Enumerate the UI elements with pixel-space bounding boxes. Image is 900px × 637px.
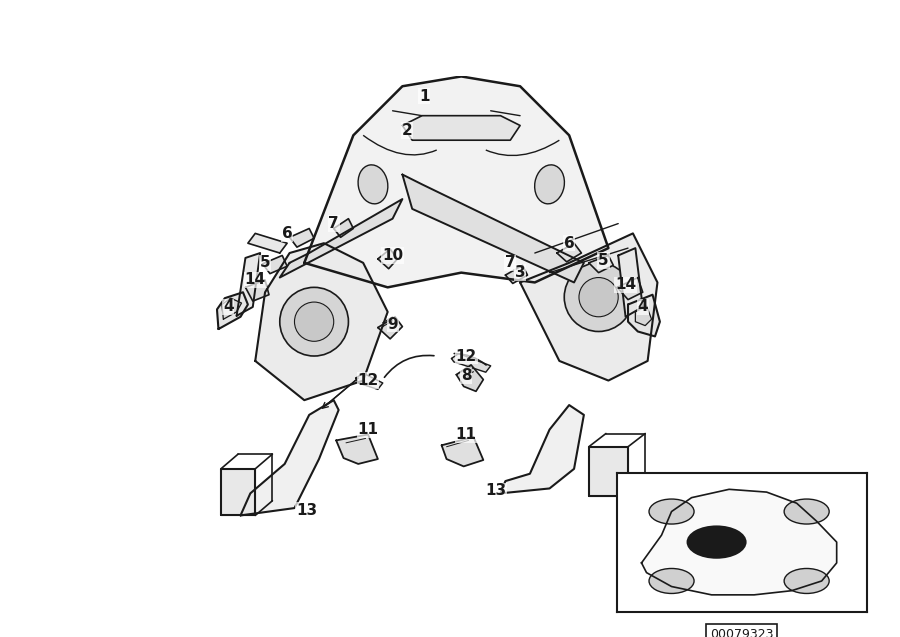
Ellipse shape xyxy=(535,165,564,204)
Polygon shape xyxy=(356,373,382,389)
Circle shape xyxy=(649,568,694,594)
Text: 10: 10 xyxy=(382,248,403,263)
Text: 12: 12 xyxy=(455,348,477,364)
Polygon shape xyxy=(635,306,652,326)
Polygon shape xyxy=(402,175,584,282)
Polygon shape xyxy=(442,437,483,466)
Circle shape xyxy=(280,287,348,356)
Polygon shape xyxy=(452,354,491,372)
Circle shape xyxy=(579,278,618,317)
Circle shape xyxy=(649,499,694,524)
Polygon shape xyxy=(557,243,581,262)
Text: 12: 12 xyxy=(357,373,379,388)
Polygon shape xyxy=(628,295,660,336)
Text: 13: 13 xyxy=(485,483,506,498)
Polygon shape xyxy=(263,255,287,274)
Text: 11: 11 xyxy=(455,427,477,442)
Text: 00079323: 00079323 xyxy=(710,628,773,637)
Polygon shape xyxy=(240,400,338,515)
Polygon shape xyxy=(337,434,378,464)
Polygon shape xyxy=(280,199,402,278)
Text: 4: 4 xyxy=(223,299,234,315)
Text: 5: 5 xyxy=(598,253,608,268)
Polygon shape xyxy=(506,265,527,283)
Text: 11: 11 xyxy=(357,422,379,437)
Polygon shape xyxy=(500,405,584,493)
Polygon shape xyxy=(248,233,287,253)
Text: 14: 14 xyxy=(615,277,636,292)
Text: 9: 9 xyxy=(387,317,398,332)
Polygon shape xyxy=(217,292,248,329)
Circle shape xyxy=(784,499,829,524)
Text: 5: 5 xyxy=(260,255,270,270)
Text: 3: 3 xyxy=(515,265,526,280)
Polygon shape xyxy=(246,280,269,301)
Polygon shape xyxy=(378,317,402,339)
Polygon shape xyxy=(378,249,398,269)
Circle shape xyxy=(564,263,633,331)
Text: 6: 6 xyxy=(282,226,292,241)
Text: 7: 7 xyxy=(328,216,339,231)
Polygon shape xyxy=(618,248,643,317)
Polygon shape xyxy=(589,255,613,273)
Polygon shape xyxy=(304,76,608,287)
Circle shape xyxy=(687,526,747,559)
Text: 7: 7 xyxy=(505,255,516,270)
Text: 14: 14 xyxy=(245,273,266,287)
Text: 13: 13 xyxy=(296,503,318,518)
Polygon shape xyxy=(642,489,837,595)
Text: 8: 8 xyxy=(461,368,472,383)
Ellipse shape xyxy=(358,165,388,204)
Polygon shape xyxy=(256,243,388,400)
Polygon shape xyxy=(220,469,256,515)
Text: 1: 1 xyxy=(419,89,429,104)
Polygon shape xyxy=(222,298,241,319)
Circle shape xyxy=(784,568,829,594)
Polygon shape xyxy=(237,253,260,316)
Text: 6: 6 xyxy=(563,236,574,251)
Polygon shape xyxy=(456,365,483,391)
Text: 4: 4 xyxy=(637,299,648,315)
Circle shape xyxy=(294,302,334,341)
Text: 2: 2 xyxy=(402,123,413,138)
Polygon shape xyxy=(334,218,354,238)
Polygon shape xyxy=(589,447,628,496)
Polygon shape xyxy=(617,278,643,299)
Polygon shape xyxy=(290,229,314,247)
Polygon shape xyxy=(520,233,657,380)
Polygon shape xyxy=(402,116,520,140)
